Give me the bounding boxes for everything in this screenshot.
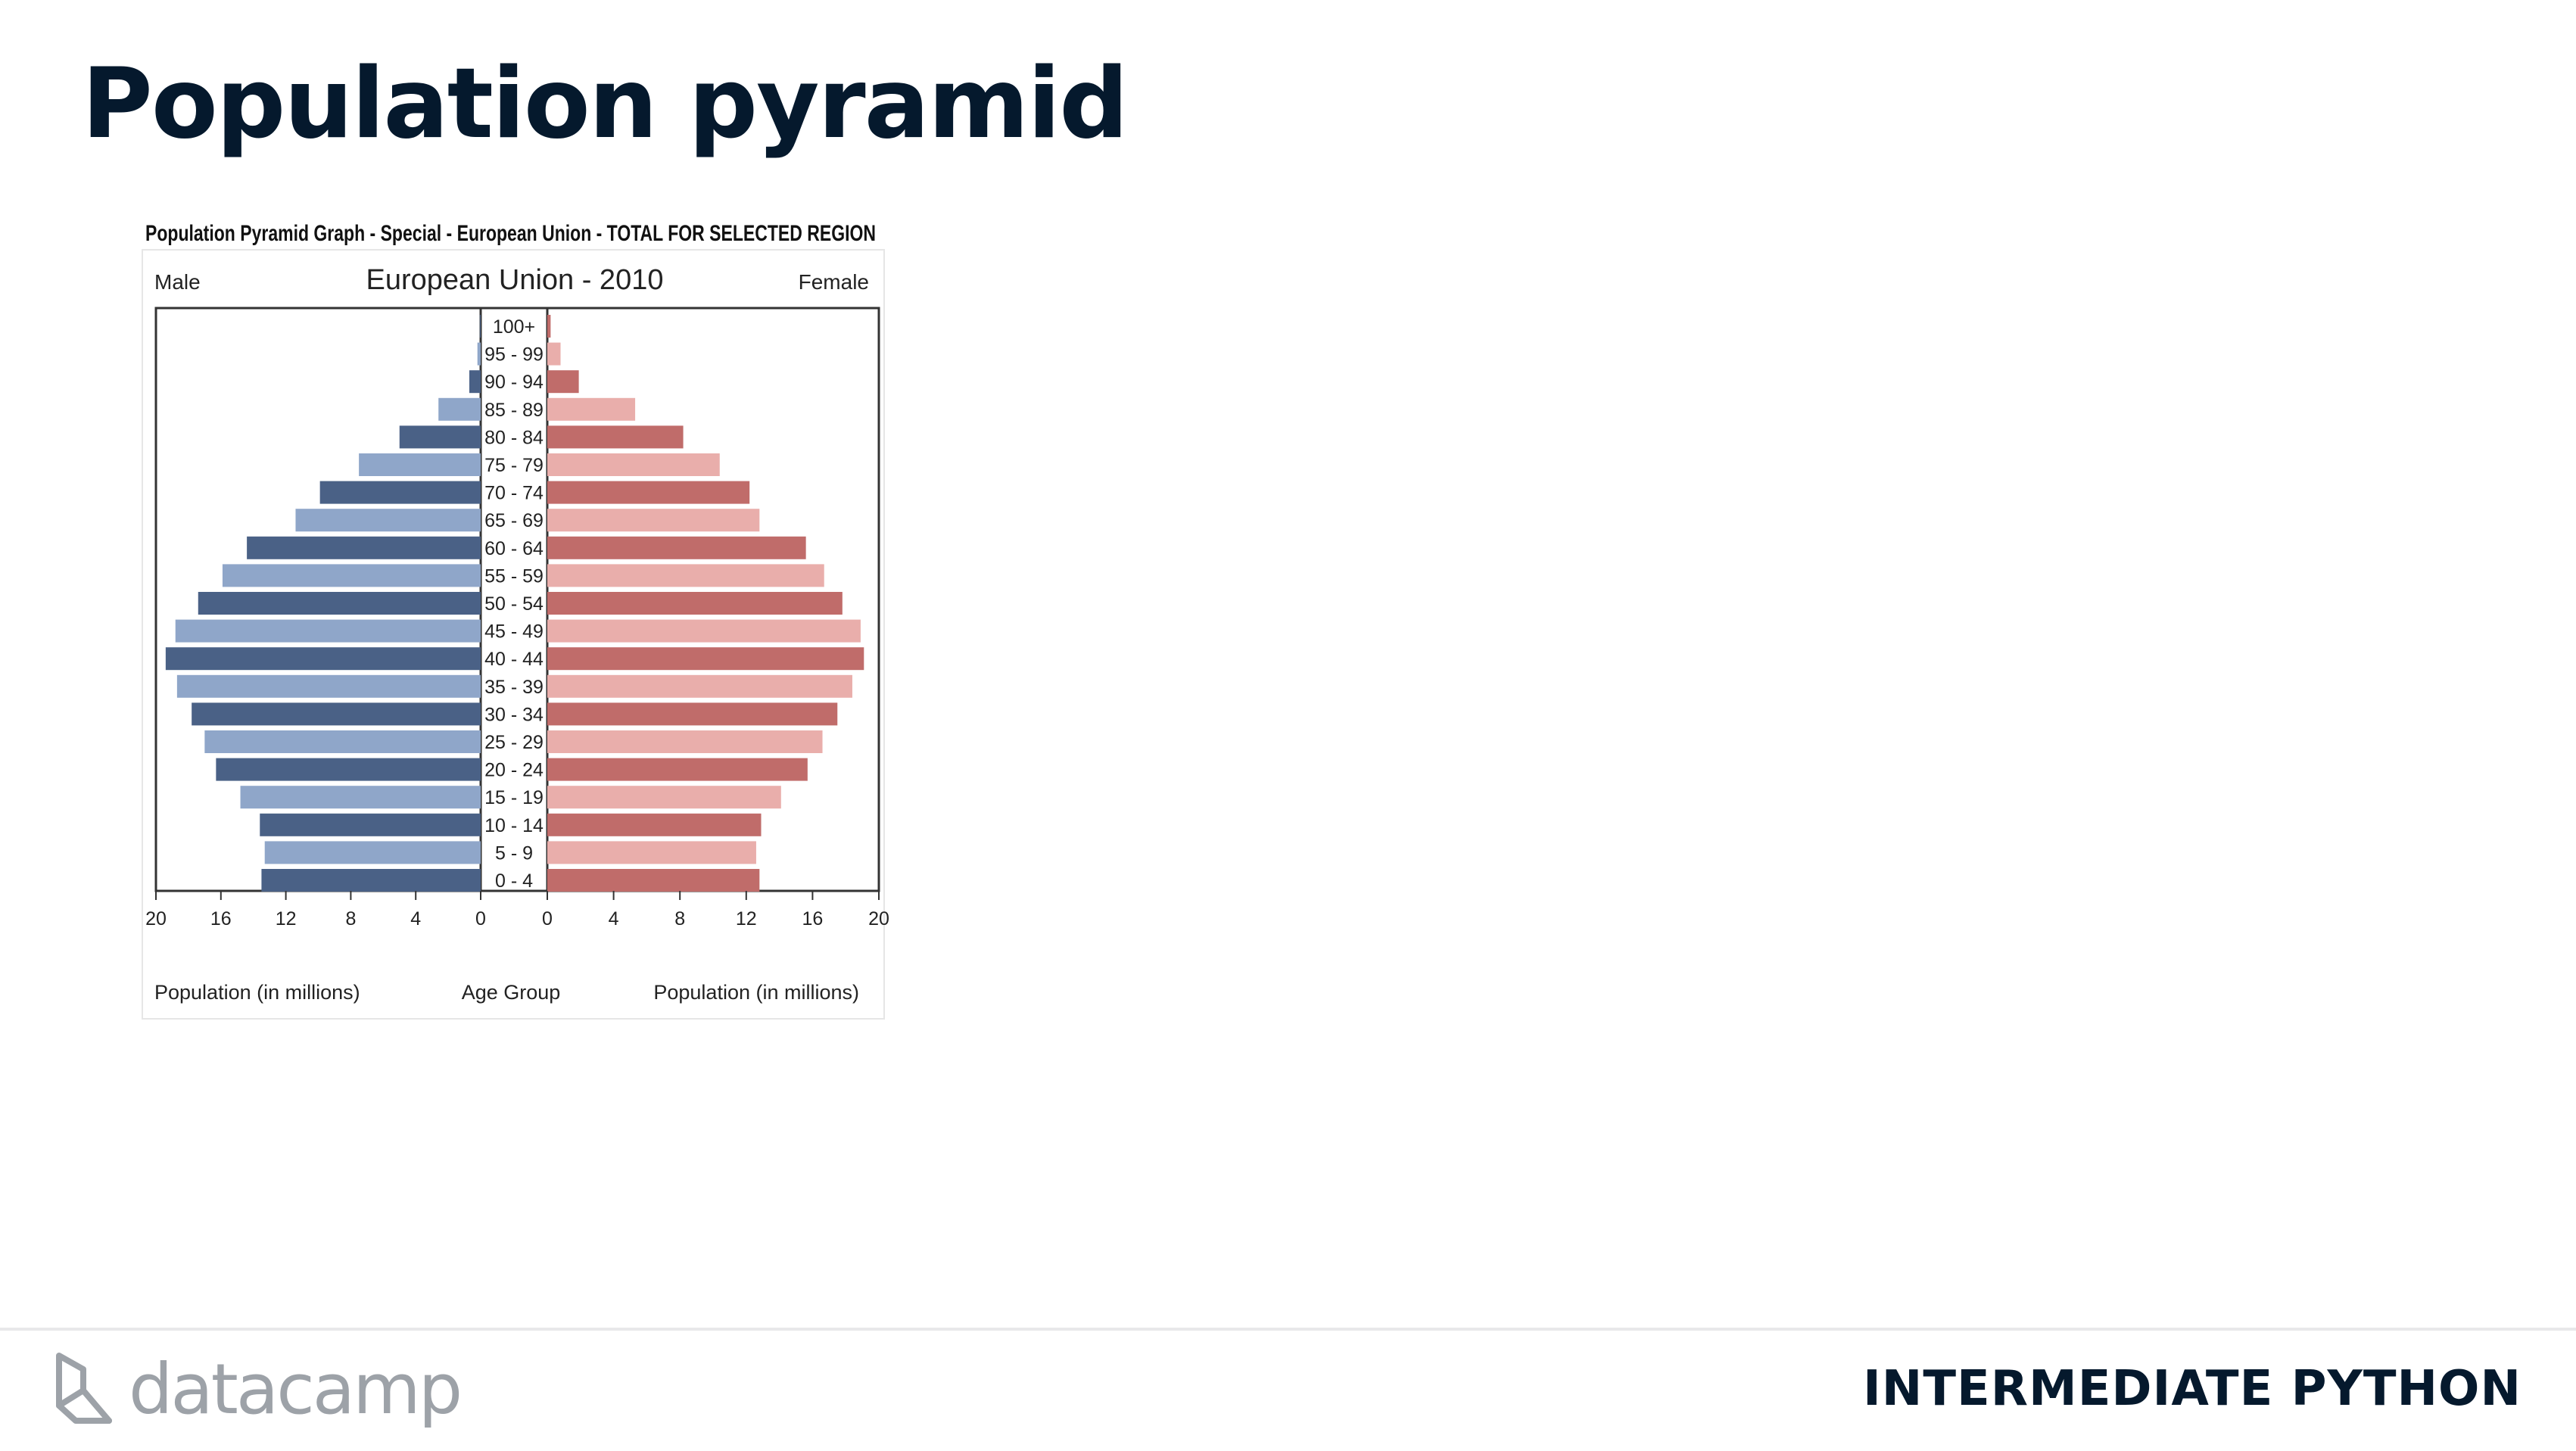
age-group-label: 35 - 39 — [484, 677, 544, 698]
female-bar-5-9 — [547, 841, 756, 864]
male-bar-90-94 — [469, 370, 481, 394]
male-label: Male — [154, 270, 201, 294]
age-group-label: 95 - 99 — [484, 344, 544, 366]
datacamp-logo: datacamp — [53, 1347, 463, 1431]
male-bar-15-19 — [240, 786, 481, 809]
female-bar-40-44 — [547, 647, 864, 671]
female-bar-90-94 — [547, 370, 579, 394]
male-bar-30-34 — [192, 702, 481, 726]
male-bar-65-69 — [295, 509, 481, 532]
male-bar-5-9 — [264, 841, 481, 864]
female-bar-10-14 — [547, 813, 762, 836]
female-bar-95-99 — [547, 342, 561, 366]
x-axis-label-female: Population (in millions) — [653, 981, 859, 1004]
female-bar-30-34 — [547, 702, 838, 726]
male-bar-100plus — [479, 315, 481, 338]
male-bar-50-54 — [198, 592, 481, 615]
male-bar-40-44 — [165, 647, 481, 671]
female-bar-0-4 — [547, 869, 760, 892]
population-pyramid-chart: Population Pyramid Graph - Special - Eur… — [136, 206, 893, 1023]
bars-group: 100+ 95 - 99 90 - 94 85 - 89 80 - 84 75 - 79 7… — [165, 315, 864, 892]
female-tick-label: 16 — [802, 908, 823, 929]
plot-frame — [154, 307, 880, 892]
female-bar-35-39 — [547, 674, 852, 698]
age-group-label: 20 - 24 — [484, 760, 544, 781]
male-bar-35-39 — [176, 674, 481, 698]
age-group-label: 55 - 59 — [484, 565, 544, 587]
male-bar-45-49 — [175, 619, 481, 643]
female-bar-15-19 — [547, 786, 781, 809]
age-group-label: 80 - 84 — [484, 427, 544, 448]
female-tick-label: 4 — [609, 908, 619, 929]
male-bar-10-14 — [260, 813, 481, 836]
male-bar-70-74 — [319, 481, 481, 504]
female-bar-25-29 — [547, 730, 823, 753]
female-bar-55-59 — [547, 564, 824, 587]
male-bar-20-24 — [216, 758, 481, 781]
age-group-label: 75 - 79 — [484, 455, 544, 476]
male-tick-label: 12 — [276, 908, 297, 929]
female-label: Female — [799, 270, 869, 294]
female-bar-75-79 — [547, 453, 720, 476]
ticks-group: 0 0 4 4 8 8 12 12 16 16 20 20 — [145, 891, 889, 929]
age-group-label: 25 - 29 — [484, 732, 544, 753]
age-group-label: 45 - 49 — [484, 621, 544, 643]
age-group-label: 85 - 89 — [484, 400, 544, 421]
male-bar-55-59 — [222, 564, 481, 587]
male-bar-60-64 — [247, 536, 481, 559]
female-bar-60-64 — [547, 536, 806, 559]
x-axis-label-male: Population (in millions) — [154, 981, 360, 1004]
female-tick-label: 0 — [542, 908, 553, 929]
male-tick-label: 16 — [210, 908, 232, 929]
male-bar-0-4 — [261, 869, 481, 892]
male-bar-75-79 — [359, 453, 481, 476]
pyramid-svg: Population Pyramid Graph - Special - Eur… — [142, 221, 889, 1020]
male-bar-25-29 — [204, 730, 481, 753]
female-bar-65-69 — [547, 509, 760, 532]
female-bar-50-54 — [547, 592, 843, 615]
male-tick-label: 4 — [410, 908, 421, 929]
footer-divider — [0, 1328, 2576, 1331]
female-tick-label: 8 — [674, 908, 685, 929]
age-group-label: 15 - 19 — [484, 787, 544, 808]
female-tick-label: 20 — [868, 908, 889, 929]
age-group-label: 10 - 14 — [484, 815, 544, 836]
female-bar-100plus — [547, 315, 551, 338]
chart-title: Population Pyramid Graph - Special - Eur… — [145, 221, 876, 246]
age-group-label: 65 - 69 — [484, 510, 544, 531]
x-axis-label-age: Age Group — [462, 981, 561, 1004]
male-bar-85-89 — [438, 397, 481, 421]
male-bar-95-99 — [477, 342, 481, 366]
male-tick-label: 20 — [145, 908, 167, 929]
male-tick-label: 8 — [345, 908, 356, 929]
male-tick-label: 0 — [475, 908, 486, 929]
datacamp-logo-wordmark: datacamp — [129, 1348, 463, 1430]
male-bar-80-84 — [399, 425, 481, 449]
female-bar-45-49 — [547, 619, 861, 643]
age-group-label: 50 - 54 — [484, 593, 544, 615]
female-bar-85-89 — [547, 397, 636, 421]
age-group-label: 90 - 94 — [484, 372, 544, 393]
female-bar-70-74 — [547, 481, 750, 504]
female-tick-label: 12 — [736, 908, 757, 929]
age-group-label: 0 - 4 — [495, 870, 533, 892]
female-bar-80-84 — [547, 425, 684, 449]
chart-subtitle: European Union - 2010 — [366, 264, 664, 296]
female-bar-20-24 — [547, 758, 808, 781]
slide-title: Population pyramid — [82, 48, 1129, 160]
age-group-label: 30 - 34 — [484, 704, 544, 725]
age-group-label: 70 - 74 — [484, 483, 544, 504]
course-name: INTERMEDIATE PYTHON — [1862, 1361, 2521, 1417]
age-group-label: 100+ — [493, 316, 535, 338]
age-group-label: 40 - 44 — [484, 649, 544, 670]
age-group-label: 60 - 64 — [484, 538, 544, 559]
datacamp-logo-icon — [56, 1353, 112, 1424]
age-group-label: 5 - 9 — [495, 842, 533, 864]
